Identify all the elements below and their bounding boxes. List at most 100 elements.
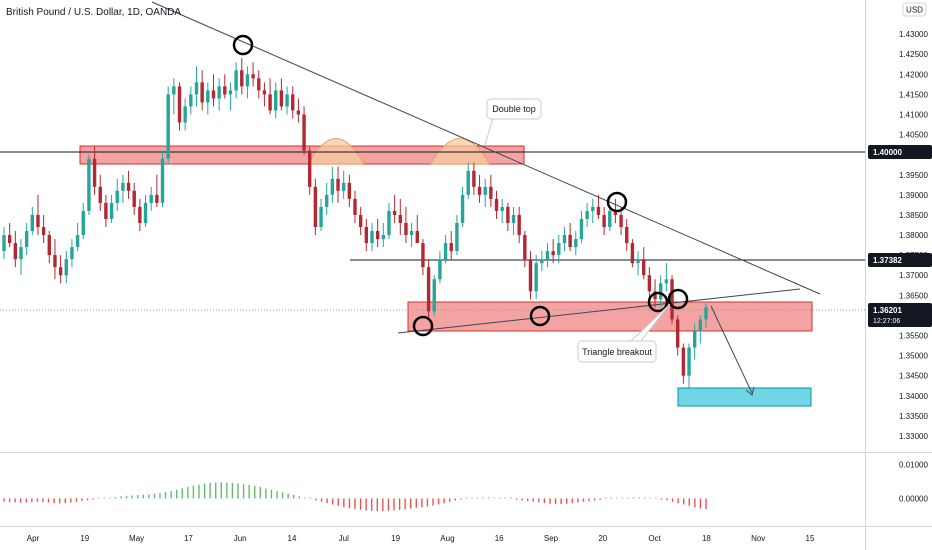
candle	[540, 251, 544, 272]
candle-body	[483, 186, 487, 195]
time-tick: 17	[184, 534, 193, 543]
candle-body	[155, 194, 159, 203]
candle-body	[602, 214, 606, 228]
candle	[557, 235, 561, 264]
candle-body	[449, 243, 453, 252]
price-label-current: 1.36201 12:27:06	[868, 303, 932, 327]
candle	[523, 231, 527, 268]
projection-arrow	[710, 305, 753, 394]
price-tick: 1.39500	[899, 171, 928, 180]
candle-body	[325, 194, 329, 207]
candle-body	[279, 90, 284, 107]
candle	[659, 275, 663, 308]
candle	[115, 178, 119, 211]
candle-body	[568, 235, 572, 248]
candle	[285, 86, 289, 115]
candle	[92, 146, 97, 195]
price-tick: 1.33500	[899, 412, 928, 421]
candle-body	[574, 239, 578, 248]
candle	[511, 206, 516, 236]
arrow-head-icon	[745, 386, 755, 396]
candle	[98, 174, 102, 211]
candle	[494, 190, 499, 219]
candle-body	[562, 235, 567, 244]
candle-body	[585, 210, 589, 219]
candle-body	[274, 90, 278, 111]
circle-marker-aug	[529, 305, 551, 327]
candle-body	[670, 279, 674, 320]
candle	[477, 174, 482, 203]
candle-body	[613, 210, 618, 215]
price-tick: 1.38000	[899, 231, 928, 240]
candle	[676, 315, 680, 356]
candle	[325, 182, 329, 215]
candle	[579, 210, 584, 244]
candle	[126, 170, 131, 199]
candle-body	[296, 110, 301, 115]
candle	[353, 190, 357, 223]
candle	[602, 206, 606, 236]
price-label-value: 1.36201	[873, 306, 902, 315]
oscillator-axis: 0.01000 0.00000	[899, 461, 928, 504]
candle-body	[177, 86, 182, 123]
candle-body	[245, 74, 250, 87]
candle-body	[630, 243, 635, 264]
candle	[313, 178, 318, 236]
candle	[183, 98, 187, 131]
candle	[279, 78, 284, 111]
currency-button[interactable]: USD	[902, 2, 927, 17]
candle-body	[466, 170, 470, 195]
candle	[64, 251, 68, 284]
candle	[545, 243, 550, 268]
candle	[58, 255, 63, 284]
candle-body	[692, 331, 697, 348]
candle	[7, 222, 12, 248]
price-tick: 1.33000	[899, 432, 928, 441]
candle	[636, 251, 640, 276]
candle-body	[687, 347, 691, 376]
time-axis: Apr 19 May 17 Jun 14 Jul 19 Aug 16 Sep 20 Oct 18 Nov 15	[27, 534, 815, 543]
support-zone	[407, 301, 813, 332]
candle-body	[415, 231, 419, 244]
candle-body	[160, 158, 165, 203]
candle-body	[551, 251, 555, 256]
candle	[692, 323, 697, 360]
candle-body	[455, 222, 459, 252]
candle-body	[143, 202, 148, 223]
candle	[47, 231, 51, 264]
price-tick: 1.40500	[899, 131, 928, 140]
candle-body	[87, 158, 91, 211]
candle	[392, 194, 397, 223]
candle-body	[489, 186, 493, 199]
candle-body	[132, 190, 136, 207]
candle	[172, 78, 176, 115]
candle	[41, 214, 46, 244]
time-tick: Oct	[648, 534, 661, 543]
candle-body	[53, 255, 57, 268]
candle	[217, 78, 221, 111]
candle	[121, 174, 125, 203]
candle-body	[704, 307, 708, 320]
candle	[177, 82, 182, 131]
candle-body	[432, 279, 436, 312]
candle-body	[41, 227, 46, 236]
target-zone	[677, 387, 812, 407]
candle-body	[341, 182, 346, 191]
candle-body	[619, 214, 623, 228]
candle	[585, 202, 589, 228]
candle	[257, 70, 261, 99]
time-tick: Jul	[339, 534, 349, 543]
candle	[262, 82, 267, 107]
price-tick: 1.43000	[899, 30, 928, 39]
candle-body	[81, 210, 85, 236]
candle	[381, 222, 386, 248]
candle-body	[121, 182, 125, 191]
candle-body	[698, 319, 703, 332]
candle	[274, 82, 278, 119]
candle	[568, 222, 572, 252]
candle	[296, 98, 301, 123]
candle-body	[149, 194, 153, 203]
candle	[223, 74, 227, 99]
candle	[466, 162, 470, 199]
